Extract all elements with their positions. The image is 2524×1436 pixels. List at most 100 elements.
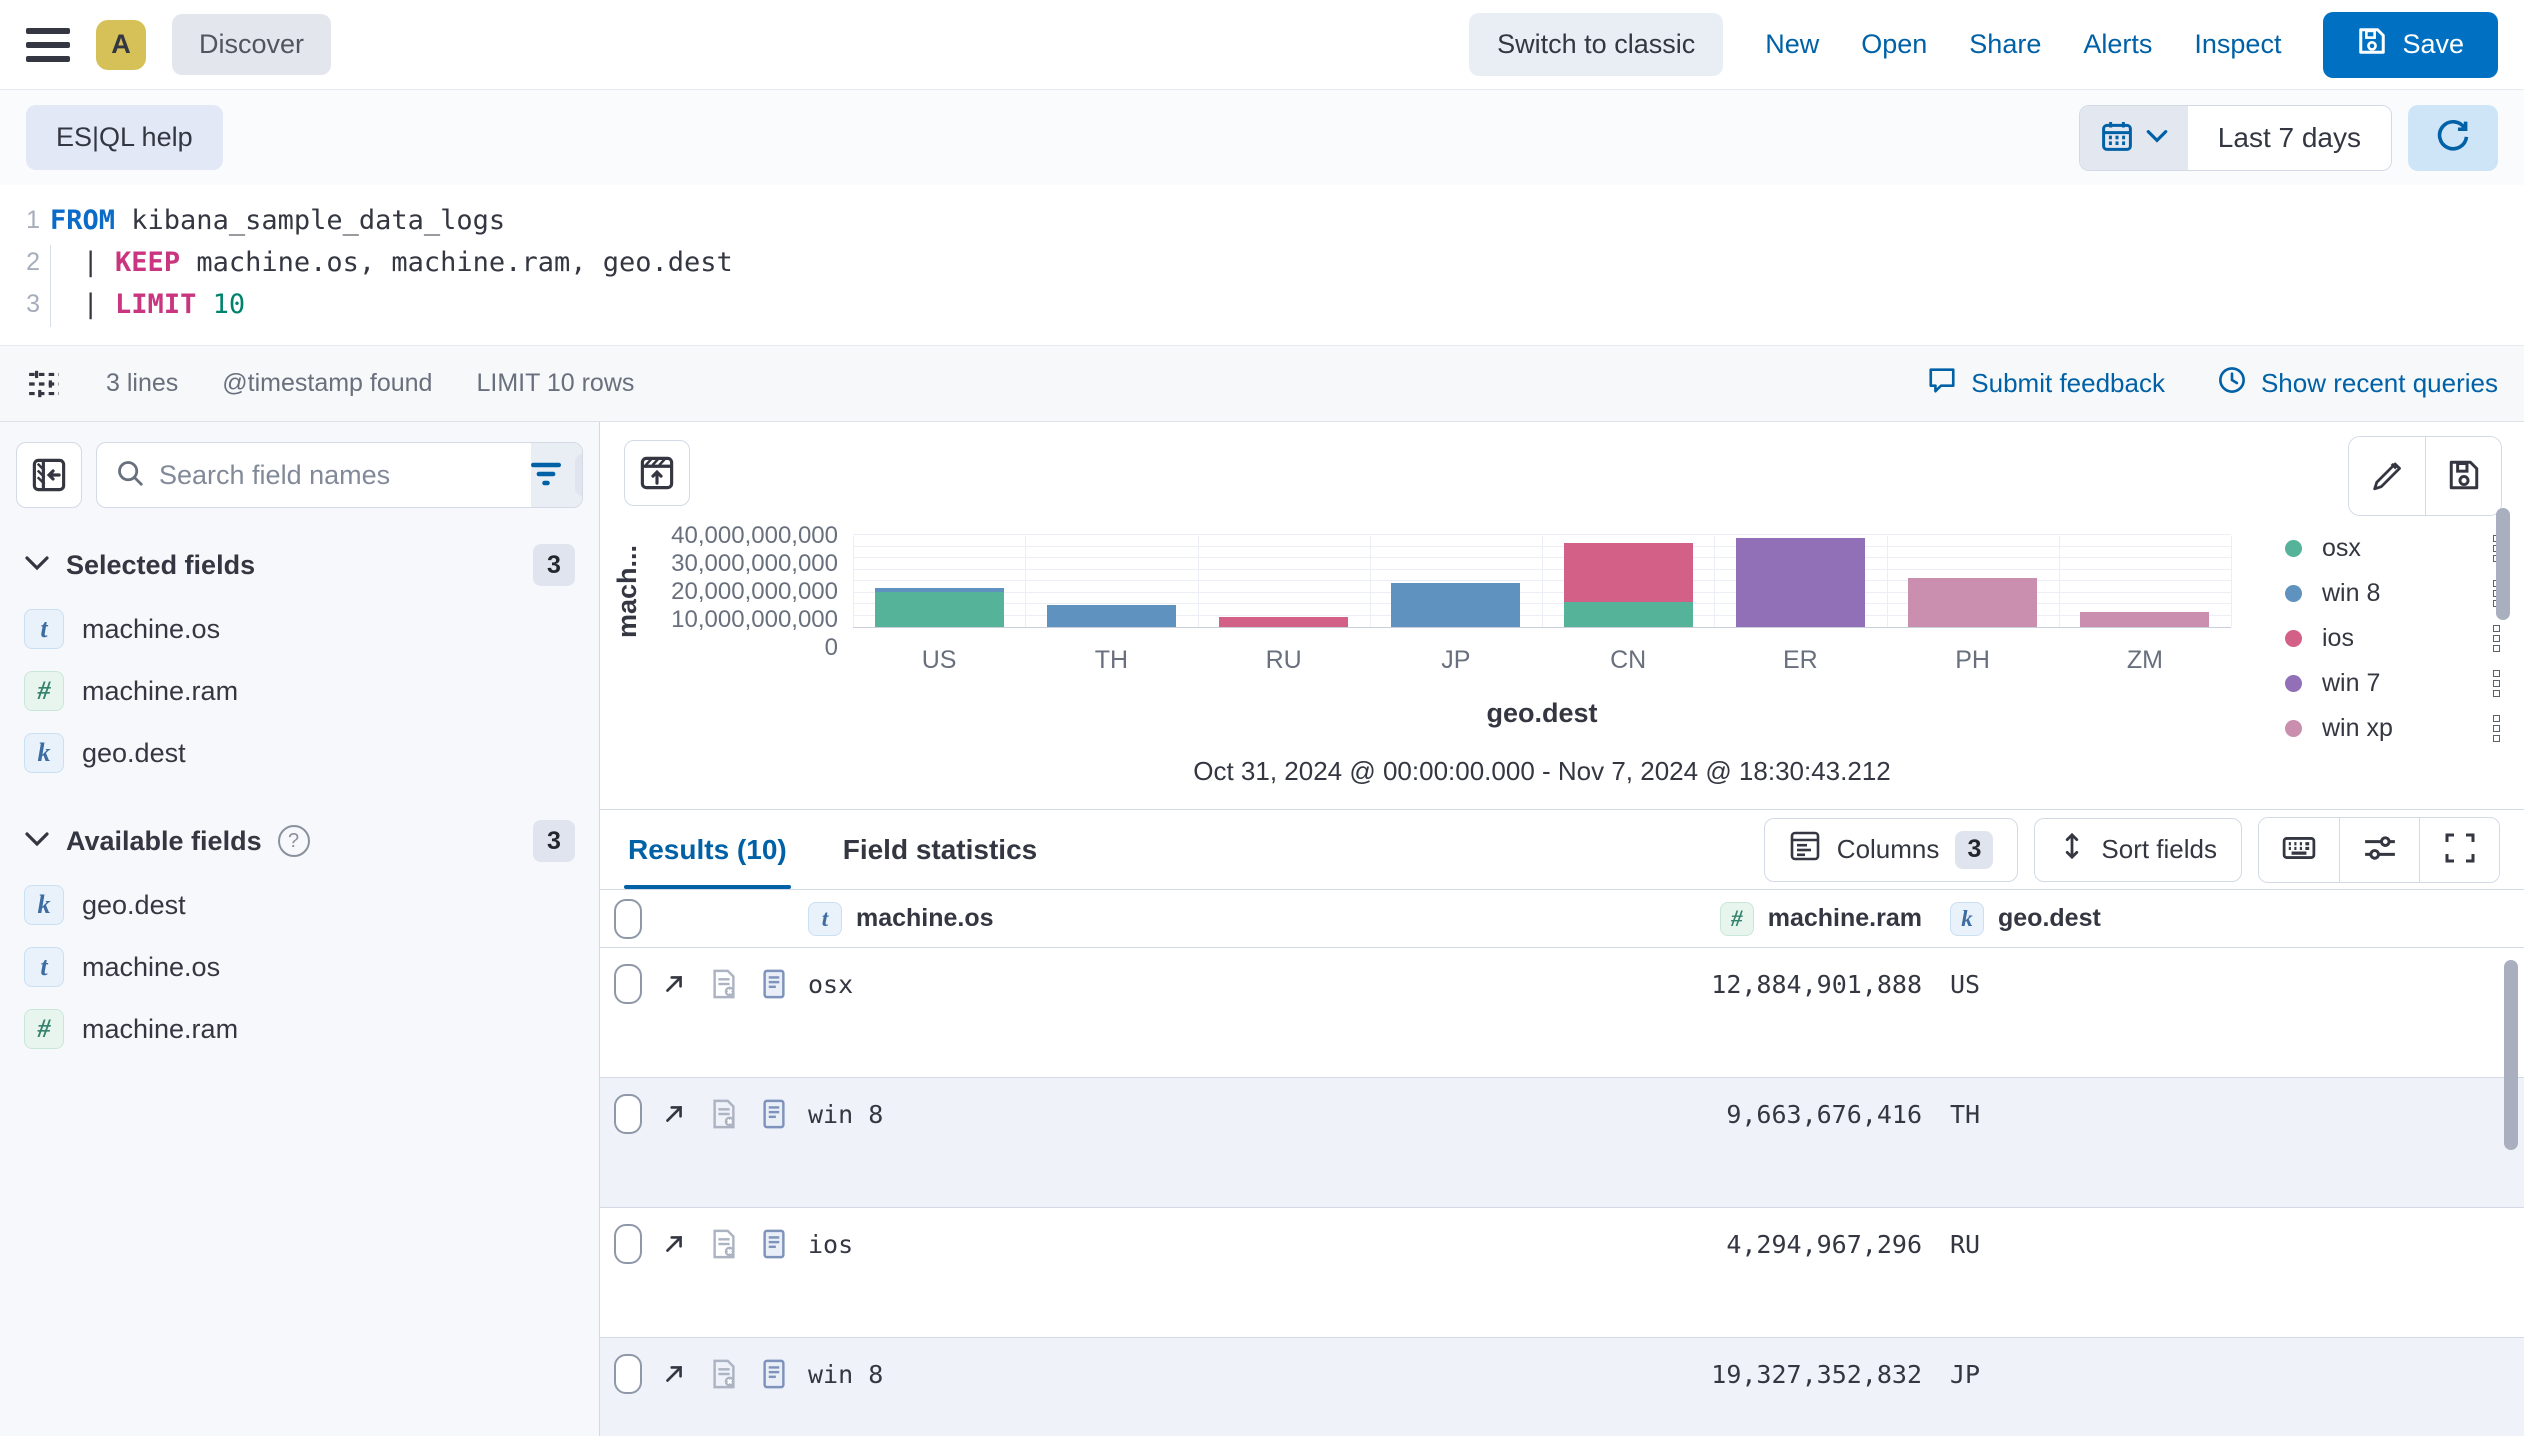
select-row-checkbox[interactable] — [614, 1224, 642, 1264]
y-tick-label: 10,000,000,000 — [671, 606, 838, 633]
column-header-machine-os[interactable]: machine.os — [856, 904, 994, 932]
table-scrollbar[interactable] — [2504, 960, 2518, 1150]
cell-geo-dest[interactable]: TH — [1950, 1100, 1981, 1129]
legend-item-osx[interactable]: osx — [2285, 534, 2500, 563]
top-navigation-bar: A Discover Switch to classic New Open Sh… — [0, 0, 2524, 90]
breadcrumb[interactable]: Discover — [172, 14, 332, 75]
hide-chart-button[interactable] — [624, 440, 690, 506]
cell-machine-ram[interactable]: 12,884,901,888 — [1711, 970, 1922, 999]
cell-machine-os[interactable]: ios — [808, 1230, 854, 1259]
select-row-checkbox[interactable] — [614, 1094, 642, 1134]
expand-row-icon[interactable] — [656, 966, 692, 1002]
bar-US-osx[interactable] — [874, 592, 1004, 627]
legend-item-win-8[interactable]: win 8 — [2285, 579, 2500, 608]
available-fields-header[interactable]: Available fields ? 3 — [24, 820, 575, 862]
degraded-doc-icon[interactable] — [706, 1226, 742, 1262]
help-icon[interactable]: ? — [277, 825, 310, 857]
cell-machine-ram[interactable]: 9,663,676,416 — [1726, 1100, 1922, 1129]
legend-actions-icon[interactable] — [2493, 625, 2500, 652]
degraded-doc-icon[interactable] — [706, 966, 742, 1002]
esql-help-button[interactable]: ES|QL help — [26, 105, 223, 170]
bar-JP-win-8[interactable] — [1391, 582, 1521, 627]
cell-machine-ram[interactable]: 4,294,967,296 — [1726, 1230, 1922, 1259]
doc-viewer-icon[interactable] — [756, 966, 792, 1002]
esql-editor[interactable]: 1 FROM kibana_sample_data_logs 2 | KEEP … — [0, 185, 2524, 345]
legend-item-win-xp[interactable]: win xp — [2285, 714, 2500, 743]
bar-ZM-win-xp[interactable] — [2080, 612, 2210, 627]
space-avatar[interactable]: A — [96, 19, 146, 70]
bar-US-win-8[interactable] — [874, 587, 1004, 593]
fullscreen-button[interactable] — [2419, 817, 2499, 882]
expand-row-icon[interactable] — [656, 1096, 692, 1132]
cell-geo-dest[interactable]: US — [1950, 970, 1981, 999]
share-button[interactable]: Share — [1969, 29, 2042, 59]
expand-row-icon[interactable] — [656, 1226, 692, 1262]
doc-viewer-icon[interactable] — [756, 1096, 792, 1132]
field-item-machine-ram[interactable]: # machine.ram — [16, 660, 583, 722]
degraded-doc-icon[interactable] — [706, 1096, 742, 1132]
alerts-button[interactable]: Alerts — [2083, 29, 2153, 59]
legend-item-win-7[interactable]: win 7 — [2285, 669, 2500, 698]
cell-machine-ram[interactable]: 19,327,352,832 — [1711, 1360, 1922, 1389]
field-search-input-wrap[interactable] — [97, 443, 531, 507]
submit-feedback-link[interactable]: Submit feedback — [1927, 365, 2165, 402]
expand-row-icon[interactable] — [656, 1356, 692, 1392]
cell-geo-dest[interactable]: RU — [1950, 1230, 1981, 1259]
column-header-machine-ram[interactable]: machine.ram — [1767, 904, 1922, 932]
cell-machine-os[interactable]: osx — [808, 970, 854, 999]
legend-actions-icon[interactable] — [2493, 715, 2500, 742]
editor-settings-icon[interactable] — [26, 366, 62, 402]
selected-fields-header[interactable]: Selected fields 3 — [24, 544, 575, 586]
select-row-checkbox[interactable] — [614, 964, 642, 1004]
doc-viewer-icon[interactable] — [756, 1356, 792, 1392]
text-field-icon: t — [24, 609, 64, 649]
tab-field-statistics[interactable]: Field statistics — [839, 810, 1042, 889]
legend-color-dot — [2285, 720, 2302, 737]
chart-scrollbar[interactable] — [2496, 508, 2510, 620]
column-header-geo-dest[interactable]: geo.dest — [1998, 904, 2101, 932]
cell-machine-os[interactable]: win 8 — [808, 1100, 884, 1129]
save-visualization-button[interactable] — [2425, 437, 2501, 515]
edit-visualization-button[interactable] — [2349, 437, 2425, 515]
cell-machine-os[interactable]: win 8 — [808, 1360, 884, 1389]
bar-CN-osx[interactable] — [1563, 602, 1693, 627]
feedback-icon — [1927, 365, 1957, 402]
display-options-button[interactable] — [2339, 817, 2419, 882]
field-item-machine-os[interactable]: t machine.os — [16, 936, 583, 998]
time-range-value[interactable]: Last 7 days — [2187, 105, 2391, 170]
field-filters-button[interactable]: 0 — [531, 443, 582, 507]
bar-ER-win-7[interactable] — [1735, 538, 1865, 627]
field-item-machine-os[interactable]: t machine.os — [16, 598, 583, 660]
show-recent-queries-link[interactable]: Show recent queries — [2217, 365, 2498, 402]
bar-TH-win-8[interactable] — [1046, 604, 1176, 627]
degraded-doc-icon[interactable] — [706, 1356, 742, 1392]
legend-item-ios[interactable]: ios — [2285, 624, 2500, 653]
select-row-checkbox[interactable] — [614, 1354, 642, 1394]
sort-fields-button[interactable]: Sort fields — [2034, 817, 2242, 882]
columns-button[interactable]: Columns 3 — [1763, 817, 2019, 882]
bar-RU-ios[interactable] — [1219, 617, 1349, 627]
cell-geo-dest[interactable]: JP — [1950, 1360, 1981, 1389]
date-quick-select-button[interactable] — [2079, 105, 2188, 170]
refresh-query-button[interactable] — [2408, 104, 2498, 171]
inspect-button[interactable]: Inspect — [2194, 29, 2282, 59]
bar-CN-ios[interactable] — [1563, 543, 1693, 603]
search-field-names-input[interactable] — [159, 459, 513, 491]
collapse-sidebar-button[interactable] — [16, 442, 82, 508]
new-button[interactable]: New — [1765, 29, 1820, 59]
bar-PH-win-xp[interactable] — [1908, 577, 2038, 627]
field-item-geo-dest[interactable]: k geo.dest — [16, 874, 583, 936]
switch-to-classic-button[interactable]: Switch to classic — [1469, 13, 1724, 76]
legend-actions-icon[interactable] — [2493, 670, 2500, 697]
chart-legend: osx win 8 ios win 7 win xp — [2285, 534, 2500, 743]
open-button[interactable]: Open — [1861, 29, 1928, 59]
tab-results[interactable]: Results (10) — [624, 810, 791, 889]
menu-icon[interactable] — [26, 27, 70, 62]
keyboard-shortcuts-button[interactable] — [2259, 817, 2339, 882]
select-all-checkbox[interactable] — [614, 898, 642, 939]
doc-viewer-icon[interactable] — [756, 1226, 792, 1262]
filter-icon — [531, 462, 561, 489]
field-item-machine-ram[interactable]: # machine.ram — [16, 998, 583, 1060]
save-button[interactable]: Save — [2323, 11, 2498, 78]
field-item-geo-dest[interactable]: k geo.dest — [16, 722, 583, 784]
